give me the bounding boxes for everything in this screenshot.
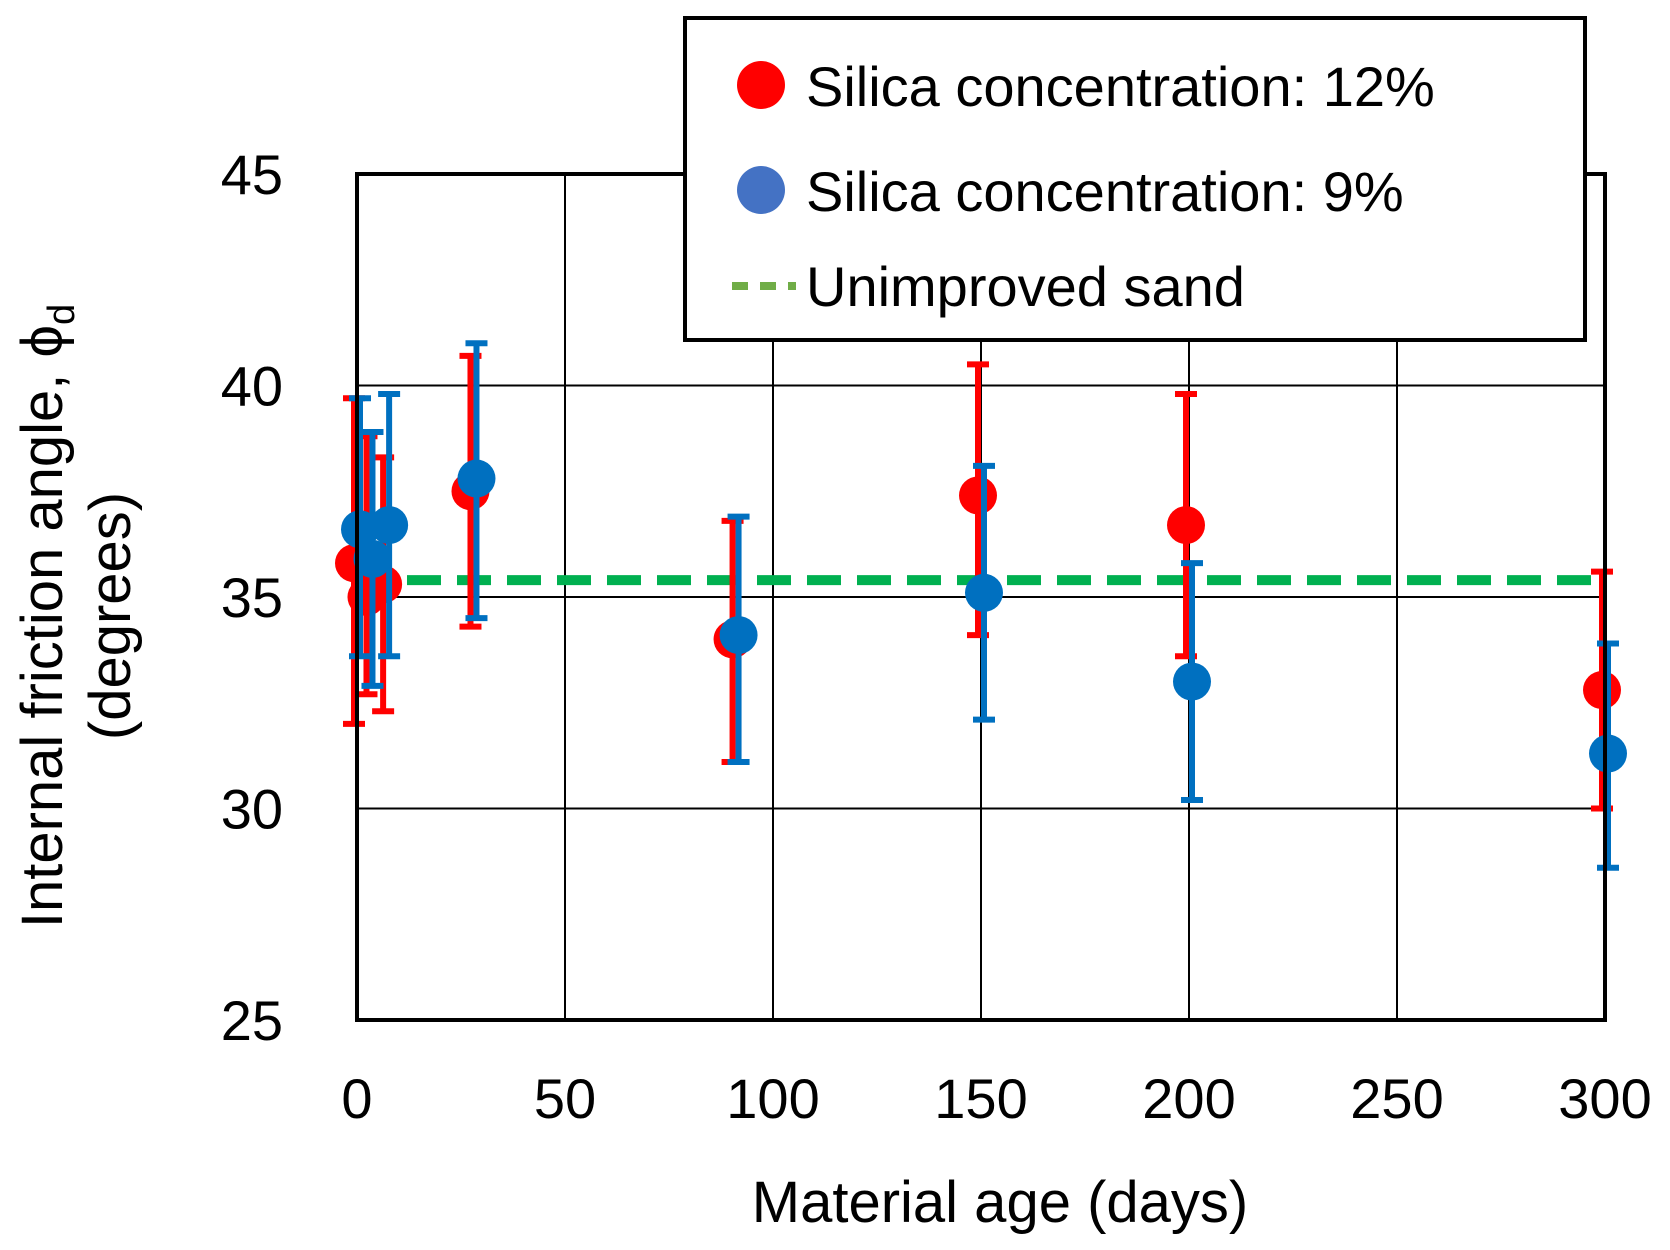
data-point	[353, 539, 392, 578]
data-point	[959, 476, 997, 515]
y-tick-label: 35	[221, 566, 283, 629]
data-point	[341, 510, 379, 549]
x-tick-label: 200	[1142, 1067, 1235, 1130]
legend: Silica concentration: 12% Silica concent…	[683, 16, 1587, 342]
y-axis-title-units: (degrees)	[78, 492, 143, 740]
y-tick-label: 40	[221, 355, 283, 418]
x-tick-label: 100	[726, 1067, 819, 1130]
legend-label-unimproved: Unimproved sand	[806, 255, 1245, 318]
data-point	[1173, 662, 1211, 701]
y-axis-title-subscript: d	[41, 304, 83, 325]
x-axis-title: Material age (days)	[752, 1170, 1248, 1235]
y-axis-title-symbol: ϕ	[10, 325, 75, 357]
legend-marker-12pct	[737, 61, 785, 109]
x-tick-label: 250	[1350, 1067, 1443, 1130]
y-axis-title: Internal friction angle, ϕd	[10, 304, 83, 928]
y-tick-label: 45	[221, 143, 283, 206]
x-tick-label: 150	[934, 1067, 1027, 1130]
data-point	[1167, 506, 1205, 545]
legend-label-9pct: Silica concentration: 9%	[806, 160, 1404, 223]
legend-label-12pct: Silica concentration: 12%	[806, 55, 1435, 118]
x-tick-label: 0	[341, 1067, 372, 1130]
y-tick-label: 25	[221, 989, 283, 1052]
y-tick-label: 30	[221, 778, 283, 841]
y-axis-title-main: Internal friction angle,	[10, 357, 75, 928]
data-point	[370, 506, 409, 545]
data-point	[457, 459, 496, 498]
legend-box	[683, 16, 1587, 342]
data-point	[965, 573, 1003, 612]
data-point	[1583, 671, 1621, 710]
tick-labels: 0 50 100 150 200 250 300 25 30 35 40 45	[221, 143, 1652, 1130]
x-tick-label: 300	[1558, 1067, 1651, 1130]
legend-marker-9pct	[737, 166, 785, 214]
series-9pct	[341, 340, 1627, 871]
x-tick-label: 50	[534, 1067, 596, 1130]
data-point	[719, 616, 758, 655]
data-point	[1589, 734, 1627, 773]
